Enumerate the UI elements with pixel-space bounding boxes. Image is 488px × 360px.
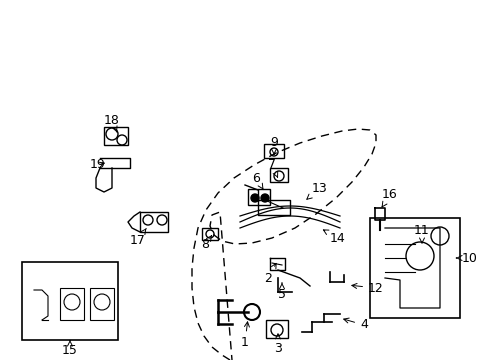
Text: 19: 19 [90, 158, 106, 171]
Text: 5: 5 [278, 283, 285, 302]
Text: 2: 2 [264, 264, 276, 284]
Text: 3: 3 [273, 334, 282, 355]
Bar [104, 127, 128, 145]
Text: 4: 4 [343, 318, 367, 332]
Bar [369, 218, 459, 318]
Bar [60, 288, 84, 320]
Text: 17: 17 [130, 229, 146, 247]
Text: 13: 13 [306, 181, 327, 199]
Bar [269, 168, 287, 182]
Text: 18: 18 [104, 113, 120, 132]
Bar [90, 288, 114, 320]
Bar [247, 189, 269, 205]
Bar [265, 320, 287, 338]
Text: 7: 7 [267, 158, 277, 177]
Text: 10: 10 [455, 252, 477, 265]
Text: 6: 6 [251, 171, 263, 190]
Text: 14: 14 [323, 230, 345, 244]
Bar [264, 144, 284, 158]
Text: 11: 11 [413, 224, 429, 243]
Circle shape [261, 194, 268, 202]
Text: 1: 1 [241, 322, 249, 350]
Text: 16: 16 [381, 189, 397, 207]
Bar [22, 262, 118, 340]
Text: 15: 15 [62, 341, 78, 356]
Bar [140, 212, 168, 232]
Bar [202, 228, 218, 240]
Text: 12: 12 [351, 282, 383, 294]
Circle shape [250, 194, 259, 202]
Text: 8: 8 [201, 235, 211, 252]
Text: 9: 9 [269, 135, 277, 154]
